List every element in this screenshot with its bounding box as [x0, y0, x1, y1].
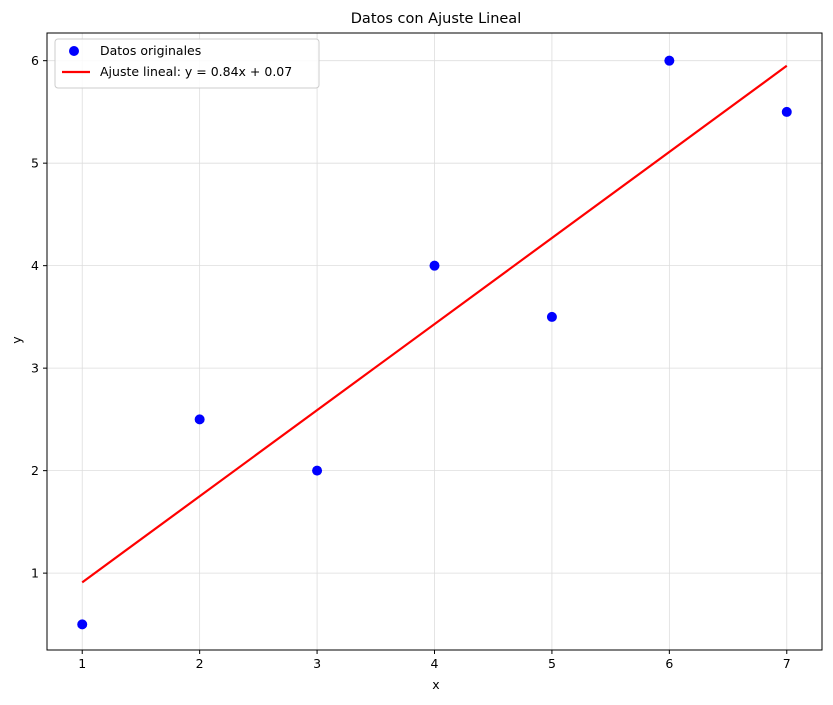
- x-tick-label: 2: [196, 656, 204, 671]
- data-point: [312, 465, 323, 476]
- legend-box: [54, 38, 320, 89]
- grid-lines: [47, 33, 822, 650]
- x-tick-label: 1: [78, 656, 86, 671]
- data-point: [546, 311, 557, 322]
- y-tick-label: 1: [31, 566, 39, 581]
- legend: Datos originales Ajuste lineal: y = 0.84…: [54, 38, 320, 89]
- y-tick-label: 5: [31, 156, 39, 171]
- x-tick-label: 5: [548, 656, 556, 671]
- y-tick-label: 4: [31, 258, 39, 273]
- x-tick-label: 4: [431, 656, 439, 671]
- fit-line-layer: [81, 64, 788, 584]
- data-point: [429, 260, 440, 271]
- legend-label-points: Datos originales: [100, 43, 201, 58]
- y-tick-label: 2: [31, 463, 39, 478]
- data-point: [781, 106, 792, 117]
- y-axis-ticks: 1 2 3 4 5 6: [31, 53, 47, 581]
- data-points-layer: [77, 55, 792, 630]
- x-tick-label: 7: [783, 656, 791, 671]
- y-tick-label: 3: [31, 361, 39, 376]
- chart-title: Datos con Ajuste Lineal: [351, 11, 521, 27]
- legend-label-line: Ajuste lineal: y = 0.84x + 0.07: [100, 64, 292, 79]
- data-point: [77, 619, 88, 630]
- y-tick-label: 6: [31, 53, 39, 68]
- x-axis-label: x: [432, 677, 439, 692]
- fit-line: [81, 64, 788, 584]
- data-point: [664, 55, 675, 66]
- data-point: [194, 414, 205, 425]
- x-tick-label: 3: [313, 656, 321, 671]
- x-tick-label: 6: [665, 656, 673, 671]
- legend-marker-points: [69, 46, 79, 56]
- x-axis-ticks: 1 2 3 4 5 6 7: [78, 650, 791, 671]
- y-axis-label: y: [9, 336, 24, 344]
